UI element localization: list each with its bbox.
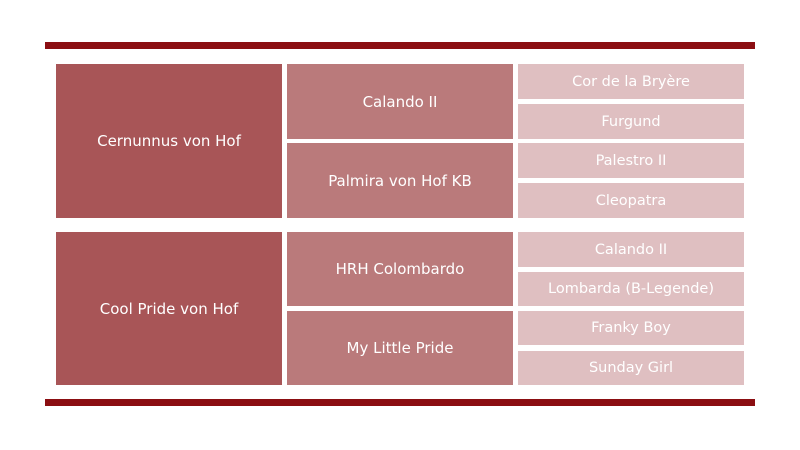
bottom-divider: [45, 399, 755, 406]
ancestor-name: Palestro II: [595, 152, 667, 169]
ancestor-box: Furgund: [518, 104, 744, 139]
dam-dam-box: My Little Pride: [287, 311, 513, 385]
ancestor-name: Furgund: [601, 113, 661, 130]
top-divider: [45, 42, 755, 49]
sire-dam-box: Palmira von Hof KB: [287, 143, 513, 218]
ancestor-name: Lombarda (B-Legende): [548, 281, 714, 297]
sire-dam-name: Palmira von Hof KB: [328, 171, 472, 190]
dam-sire-name: HRH Colombardo: [335, 260, 465, 278]
dam-box: Cool Pride von Hof: [56, 232, 282, 385]
sire-box: Cernunnus von Hof: [56, 64, 282, 218]
ancestor-box: Cleopatra: [518, 183, 744, 218]
ancestor-box: Calando II: [518, 232, 744, 267]
sire-sire-box: Calando II: [287, 64, 513, 139]
dam-dam-name: My Little Pride: [346, 339, 454, 357]
ancestor-box: Cor de la Bryère: [518, 64, 744, 99]
sire-name: Cernunnus von Hof: [97, 132, 241, 150]
ancestor-box: Franky Boy: [518, 311, 744, 345]
sire-sire-name: Calando II: [362, 92, 438, 111]
ancestor-box: Sunday Girl: [518, 351, 744, 385]
ancestor-box: Palestro II: [518, 143, 744, 178]
ancestor-name: Sunday Girl: [588, 360, 674, 376]
ancestor-name: Cleopatra: [595, 192, 667, 209]
dam-name: Cool Pride von Hof: [99, 299, 239, 318]
ancestor-box: Lombarda (B-Legende): [518, 272, 744, 306]
ancestor-name: Franky Boy: [591, 320, 671, 336]
dam-sire-box: HRH Colombardo: [287, 232, 513, 306]
ancestor-name: Calando II: [594, 241, 668, 258]
ancestor-name: Cor de la Bryère: [572, 73, 690, 90]
